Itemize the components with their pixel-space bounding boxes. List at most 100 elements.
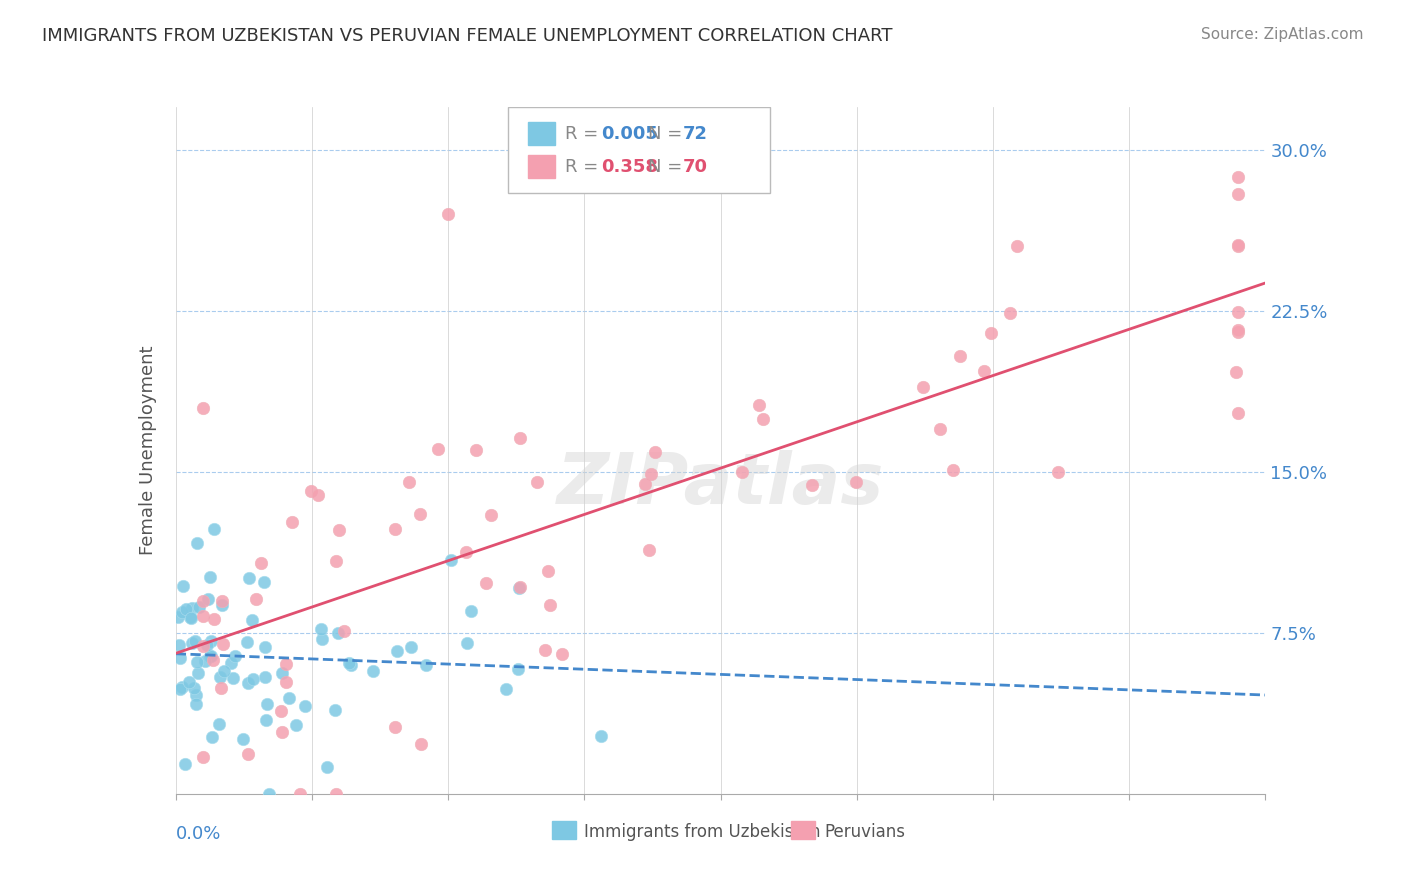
- Point: [191, 401, 214, 416]
- Point: [166, 610, 188, 624]
- Point: [456, 636, 478, 650]
- Point: [254, 713, 277, 727]
- Point: [299, 484, 322, 499]
- Point: [195, 638, 218, 652]
- Point: [589, 729, 612, 743]
- Point: [315, 760, 337, 774]
- Point: [221, 672, 243, 686]
- Point: [200, 634, 222, 648]
- Point: [411, 737, 433, 751]
- Point: [1227, 238, 1250, 252]
- Text: Source: ZipAtlas.com: Source: ZipAtlas.com: [1201, 27, 1364, 42]
- Point: [191, 749, 214, 764]
- Point: [184, 697, 207, 711]
- Point: [174, 602, 197, 616]
- Point: [173, 756, 195, 771]
- Point: [929, 422, 952, 436]
- Point: [460, 604, 482, 618]
- Point: [191, 594, 214, 608]
- Point: [1227, 239, 1250, 253]
- Point: [197, 592, 219, 607]
- Point: [209, 670, 232, 684]
- Point: [270, 704, 292, 718]
- Point: [748, 398, 770, 412]
- Point: [1227, 323, 1250, 337]
- Point: [271, 725, 294, 739]
- Point: [254, 640, 277, 654]
- Point: [325, 787, 347, 801]
- Point: [1227, 169, 1250, 184]
- Point: [200, 648, 222, 663]
- Bar: [792, 822, 815, 838]
- Point: [277, 691, 299, 706]
- Point: [209, 681, 232, 696]
- Point: [437, 207, 460, 221]
- Point: [242, 614, 264, 628]
- Point: [212, 637, 235, 651]
- Text: 0.358: 0.358: [600, 158, 658, 176]
- Point: [538, 598, 561, 612]
- Point: [257, 787, 280, 801]
- Point: [337, 656, 360, 670]
- Point: [311, 632, 333, 647]
- Text: R =: R =: [565, 125, 603, 143]
- Point: [198, 649, 221, 664]
- Point: [911, 380, 934, 394]
- Point: [169, 650, 191, 665]
- Point: [307, 488, 329, 502]
- Point: [183, 681, 205, 695]
- Y-axis label: Female Unemployment: Female Unemployment: [139, 346, 157, 555]
- Point: [526, 475, 548, 489]
- Point: [238, 571, 260, 585]
- Text: 70: 70: [682, 158, 707, 176]
- Point: [633, 477, 655, 491]
- Point: [212, 664, 235, 678]
- Point: [551, 647, 574, 661]
- Text: Immigrants from Uzbekistan: Immigrants from Uzbekistan: [585, 822, 821, 840]
- Point: [194, 654, 217, 668]
- Point: [1227, 406, 1250, 420]
- Text: ZIPatlas: ZIPatlas: [557, 450, 884, 519]
- Point: [537, 565, 560, 579]
- Point: [177, 674, 200, 689]
- Point: [845, 475, 868, 489]
- FancyBboxPatch shape: [508, 107, 769, 193]
- Point: [276, 657, 298, 671]
- Point: [752, 412, 775, 426]
- Point: [198, 570, 221, 584]
- Point: [361, 664, 384, 678]
- Point: [256, 697, 278, 711]
- Point: [274, 675, 297, 690]
- Point: [186, 655, 208, 669]
- Point: [427, 442, 450, 457]
- Point: [638, 542, 661, 557]
- Point: [271, 666, 294, 681]
- Point: [325, 554, 347, 568]
- Point: [181, 636, 204, 650]
- Point: [172, 605, 194, 619]
- Point: [998, 305, 1021, 319]
- Point: [187, 665, 209, 680]
- Point: [288, 787, 311, 801]
- Point: [224, 648, 246, 663]
- Point: [464, 442, 486, 457]
- Point: [202, 522, 225, 536]
- Bar: [527, 122, 555, 145]
- Point: [534, 643, 557, 657]
- Point: [254, 670, 277, 684]
- Point: [328, 524, 350, 538]
- Point: [235, 634, 257, 648]
- Point: [281, 515, 304, 529]
- Point: [385, 644, 408, 658]
- Point: [508, 663, 530, 677]
- Point: [384, 720, 406, 734]
- Point: [219, 656, 242, 670]
- Point: [211, 599, 233, 613]
- Point: [170, 680, 193, 694]
- Point: [191, 609, 214, 624]
- Point: [202, 653, 225, 667]
- Point: [1227, 325, 1250, 339]
- Point: [169, 681, 191, 696]
- Point: [294, 698, 316, 713]
- Point: [236, 747, 259, 761]
